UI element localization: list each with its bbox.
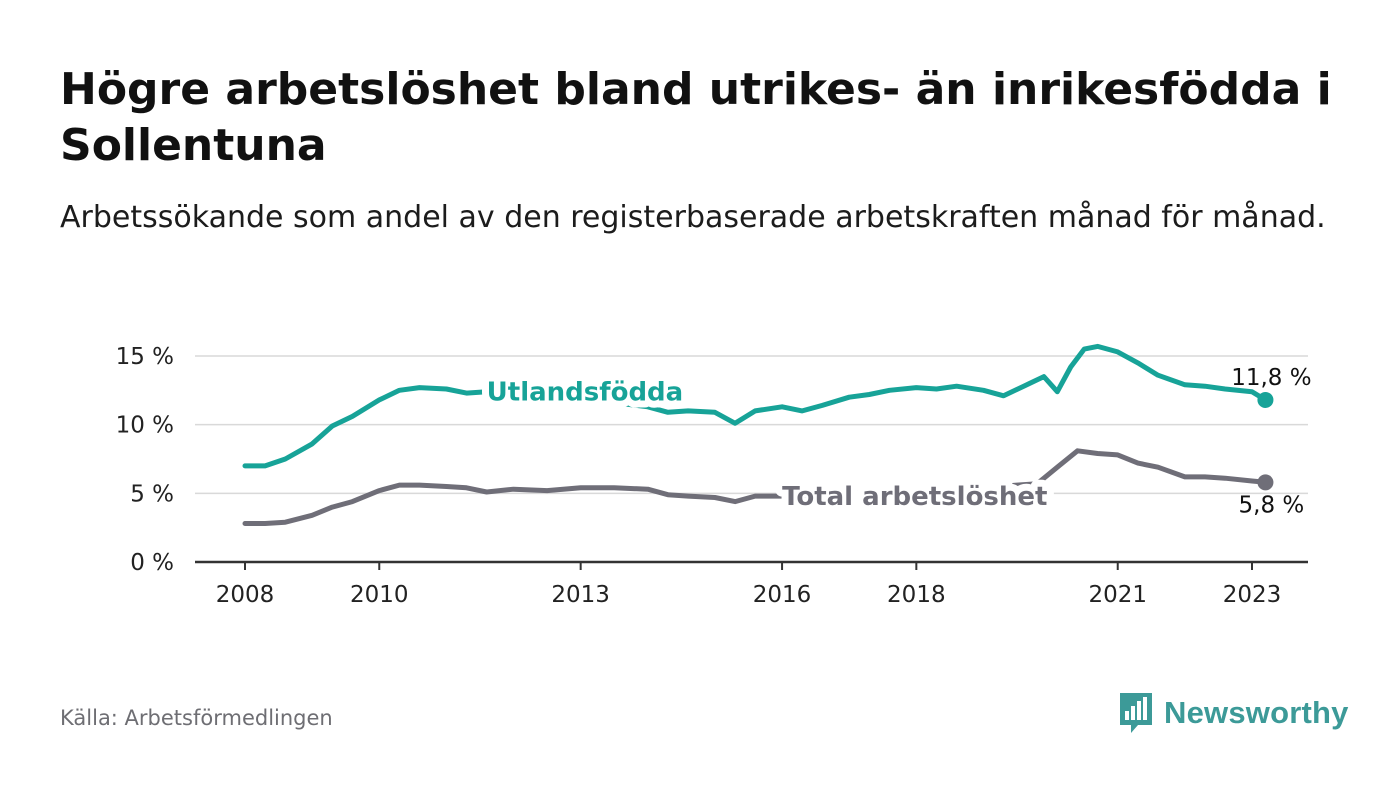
x-tick-label: 2013: [551, 582, 610, 608]
x-tick-label: 2021: [1088, 582, 1147, 608]
x-tick-label: 2023: [1223, 582, 1282, 608]
series-end-point-0: [1257, 391, 1274, 408]
x-axis-ticks: 2008 2010 2013 2016 2018 2021 2023: [216, 562, 1282, 608]
x-tick-label: 2018: [887, 582, 946, 608]
brand-logo: Newsworthy: [1118, 690, 1349, 736]
x-tick-label: 2008: [216, 582, 275, 608]
y-tick-label: 5 %: [130, 481, 174, 507]
x-tick-label: 2010: [350, 582, 409, 608]
y-tick-label: 0 %: [130, 550, 174, 576]
page-title: Högre arbetslöshet bland utrikes- än inr…: [60, 64, 1332, 171]
bar-chart-speech-bubble-icon: [1120, 693, 1152, 733]
series-line-0: [242, 343, 1268, 469]
page-subtitle: Arbetssökande som andel av den registerb…: [60, 200, 1326, 235]
x-tick-label: 2016: [753, 582, 812, 608]
series-end-label-1: 5,8 %: [1239, 492, 1305, 518]
chart-gridlines: [195, 355, 1308, 495]
brand-name: Newsworthy: [1164, 695, 1349, 730]
series-end-point-1: [1257, 474, 1274, 491]
series-line-1: [242, 448, 1268, 526]
chart-series: [242, 343, 1274, 526]
series-labels: Utlandsfödda 11,8 % Total arbetslöshet 5,8 …: [480, 365, 1312, 519]
source-note: Källa: Arbetsförmedlingen: [60, 706, 333, 730]
series-end-label-0: 11,8 %: [1231, 365, 1311, 391]
y-tick-label: 10 %: [116, 413, 174, 439]
y-axis-tick-labels: 0 % 5 % 10 % 15 %: [116, 344, 174, 576]
series-label-1: Total arbetslöshet: [782, 482, 1047, 512]
line-chart: 0 %5 %10 %15 % 2008 2010 2013 2016 2018 2021 2…: [116, 343, 1312, 608]
y-tick-label: 15 %: [116, 344, 174, 370]
series-label-0: Utlandsfödda: [487, 378, 684, 408]
